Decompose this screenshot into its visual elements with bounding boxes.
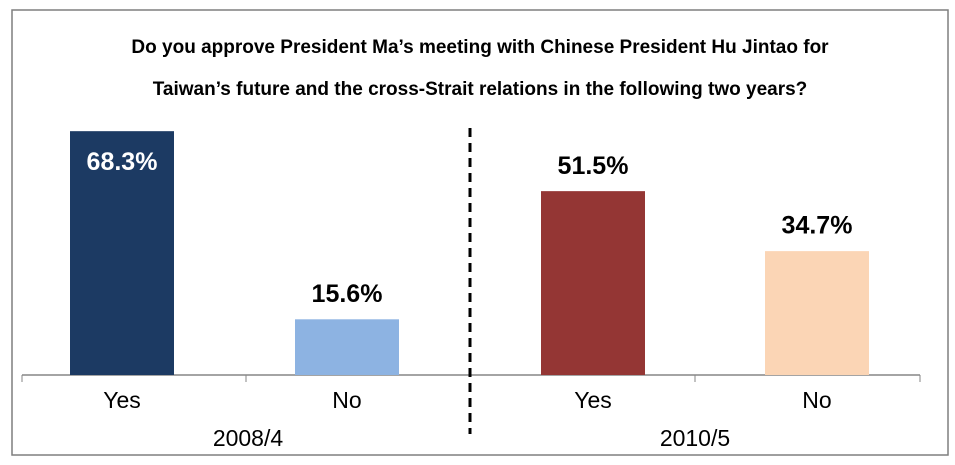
x-tick-label: No: [802, 387, 831, 413]
data-label: 51.5%: [558, 152, 629, 180]
data-label: 68.3%: [87, 148, 158, 176]
bar: [70, 131, 174, 375]
group-label: 2010/5: [660, 425, 730, 451]
bar: [541, 191, 645, 375]
group-label: 2008/4: [213, 425, 284, 451]
data-label: 34.7%: [782, 212, 853, 240]
chart-title: Do you approve President Ma’s meeting wi…: [131, 37, 829, 58]
data-label: 15.6%: [312, 280, 383, 308]
x-tick-label: No: [332, 387, 361, 413]
x-tick-label: Yes: [574, 387, 612, 413]
x-tick-label: Yes: [103, 387, 141, 413]
bar: [765, 251, 869, 375]
bar: [295, 319, 399, 375]
chart-title: Taiwan’s future and the cross-Strait rel…: [153, 79, 808, 100]
